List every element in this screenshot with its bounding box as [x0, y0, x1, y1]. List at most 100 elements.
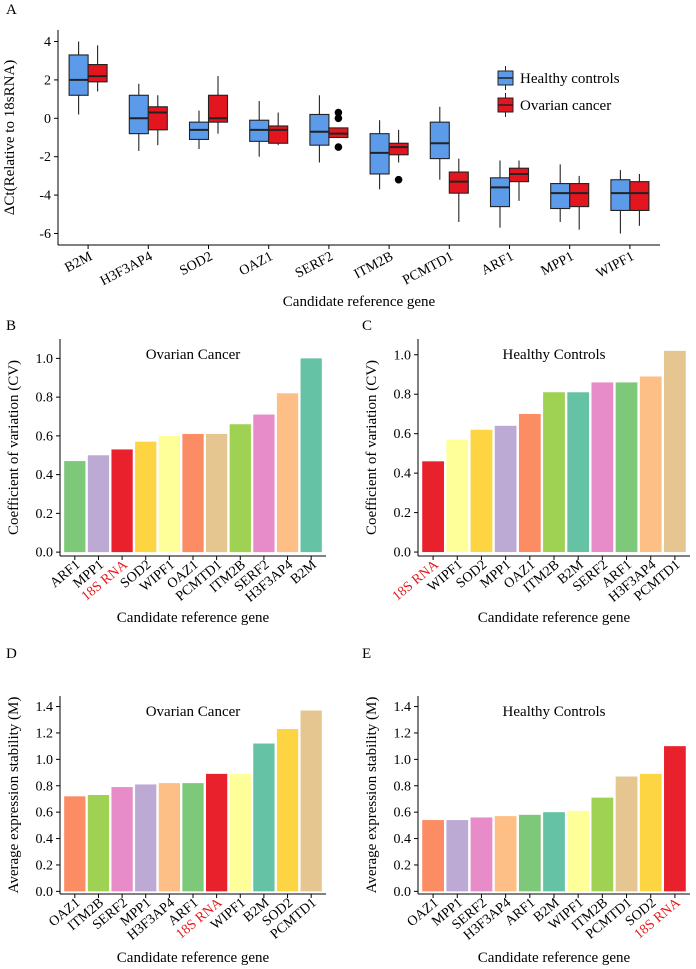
box-healthy — [429, 106, 450, 180]
B-x-axis-title: Candidate reference gene — [117, 610, 270, 626]
box-healthy — [128, 83, 149, 151]
E-bar — [518, 814, 541, 892]
C-ytick-label: 0.8 — [394, 388, 412, 403]
C-bar — [518, 413, 541, 553]
C-ytick-label: 0.2 — [394, 506, 412, 521]
A-xtick-label: PCMTD1 — [400, 249, 456, 288]
E-ytick-label: 0.0 — [394, 885, 412, 900]
D-y-axis-title: Average expression stability (M) — [6, 697, 22, 894]
B-ytick-label: 0.2 — [36, 507, 54, 522]
box-cancer — [328, 108, 349, 151]
C-ytick-label: 0.6 — [394, 427, 412, 442]
panel-c-letter: C — [362, 318, 372, 334]
B-chart-title: Ovarian Cancer — [146, 347, 241, 363]
box-healthy — [489, 160, 511, 228]
D-bar — [135, 784, 157, 892]
B-bar — [206, 433, 228, 553]
E-bar — [591, 797, 614, 892]
C-bar — [664, 350, 686, 553]
box-body — [550, 183, 571, 210]
B-ytick-label: 0.6 — [36, 429, 54, 444]
D-ytick-label: 0.4 — [36, 832, 54, 847]
box-cancer — [448, 158, 469, 222]
D-ytick-label: 0.8 — [36, 779, 54, 794]
D-ytick-label: 1.0 — [36, 753, 54, 768]
D-bar — [182, 783, 204, 892]
D-bar — [229, 773, 251, 892]
E-bar — [422, 820, 444, 892]
D-x-axis-title: Candidate reference gene — [117, 950, 270, 966]
A-ytick-label: 4 — [44, 35, 51, 50]
box-cancer — [268, 112, 289, 146]
panel-d: D 0.0 0.2 0.4 0.6 0.8 1.0 1.2 1.4 Average express… — [6, 646, 326, 966]
A-ytick-label: -4 — [39, 189, 51, 204]
A-xtick-label: B2M — [63, 249, 96, 276]
box-healthy — [249, 101, 270, 157]
panel-b: B 0.0 0.2 0.4 0.6 0.8 1.0 Coefficient of variat… — [6, 318, 326, 626]
C-bar — [639, 376, 662, 553]
box-cancer — [508, 160, 530, 201]
outlier-point — [334, 143, 343, 151]
box-body — [489, 177, 511, 208]
B-bar — [158, 435, 180, 553]
box-body — [268, 125, 289, 144]
D-ytick-label: 1.4 — [36, 700, 54, 715]
A-ytick-label: -2 — [39, 150, 51, 165]
box-body — [87, 64, 108, 83]
box-body — [629, 181, 650, 211]
B-bar — [300, 358, 322, 553]
outlier-point — [334, 114, 343, 123]
C-ytick-label: 0.4 — [394, 467, 412, 482]
E-ytick-label: 0.8 — [394, 779, 412, 794]
box-cancer — [388, 129, 409, 184]
E-chart-title: Healthy Controls — [503, 704, 606, 720]
panel-e-letter: E — [362, 646, 371, 662]
B-ytick-label: 0.4 — [36, 468, 54, 483]
C-bar — [446, 439, 469, 553]
box-cancer — [87, 45, 108, 92]
A-y-axis-title: ΔCt(Relative to 18sRNA) — [2, 60, 18, 215]
B-bar — [229, 424, 251, 553]
box-healthy — [68, 41, 89, 115]
D-ytick-label: 0.0 — [36, 885, 54, 900]
E-x-axis-title: Candidate reference gene — [478, 950, 631, 966]
B-bar — [111, 449, 133, 553]
D-bar — [300, 710, 322, 892]
D-bar — [206, 773, 228, 892]
B-bar — [182, 433, 204, 553]
B-bar — [87, 455, 110, 553]
B-bar — [276, 393, 299, 553]
C-bar — [591, 382, 614, 553]
A-ytick-label: 2 — [44, 73, 51, 88]
E-bar — [494, 816, 517, 892]
A-x-axis-title: Candidate reference gene — [283, 294, 436, 310]
C-x-axis-title: Candidate reference gene — [478, 610, 631, 626]
box-body — [429, 121, 450, 160]
B-bar — [135, 441, 157, 553]
box-body — [68, 54, 89, 96]
E-bar — [470, 817, 493, 892]
C-y-axis-title: Coefficient of variation (CV) — [364, 360, 380, 535]
E-ytick-label: 0.6 — [394, 806, 412, 821]
B-bar — [253, 414, 275, 553]
panel-e: E 0.0 0.2 0.4 0.6 0.8 1.0 1.2 1.4 Average express… — [362, 646, 690, 966]
box-body — [147, 106, 168, 131]
E-bar — [639, 773, 662, 892]
E-ytick-label: 0.4 — [394, 832, 412, 847]
A-xtick-label: H3F3AP4 — [98, 249, 155, 289]
A-xtick-label: SERF2 — [293, 249, 336, 281]
box-cancer — [569, 175, 590, 230]
E-bar — [446, 820, 469, 892]
E-ytick-label: 1.4 — [394, 700, 412, 715]
A-ytick-label: -6 — [39, 227, 51, 242]
C-bar — [470, 429, 493, 553]
E-bar — [664, 746, 686, 892]
C-bar — [422, 461, 444, 553]
B-xtick-label: B2M — [288, 557, 320, 587]
panel-d-letter: D — [6, 646, 17, 662]
B-bar — [64, 461, 86, 553]
legend-label: Ovarian cancer — [520, 98, 611, 114]
box-body — [569, 183, 590, 208]
box-cancer — [147, 95, 168, 146]
